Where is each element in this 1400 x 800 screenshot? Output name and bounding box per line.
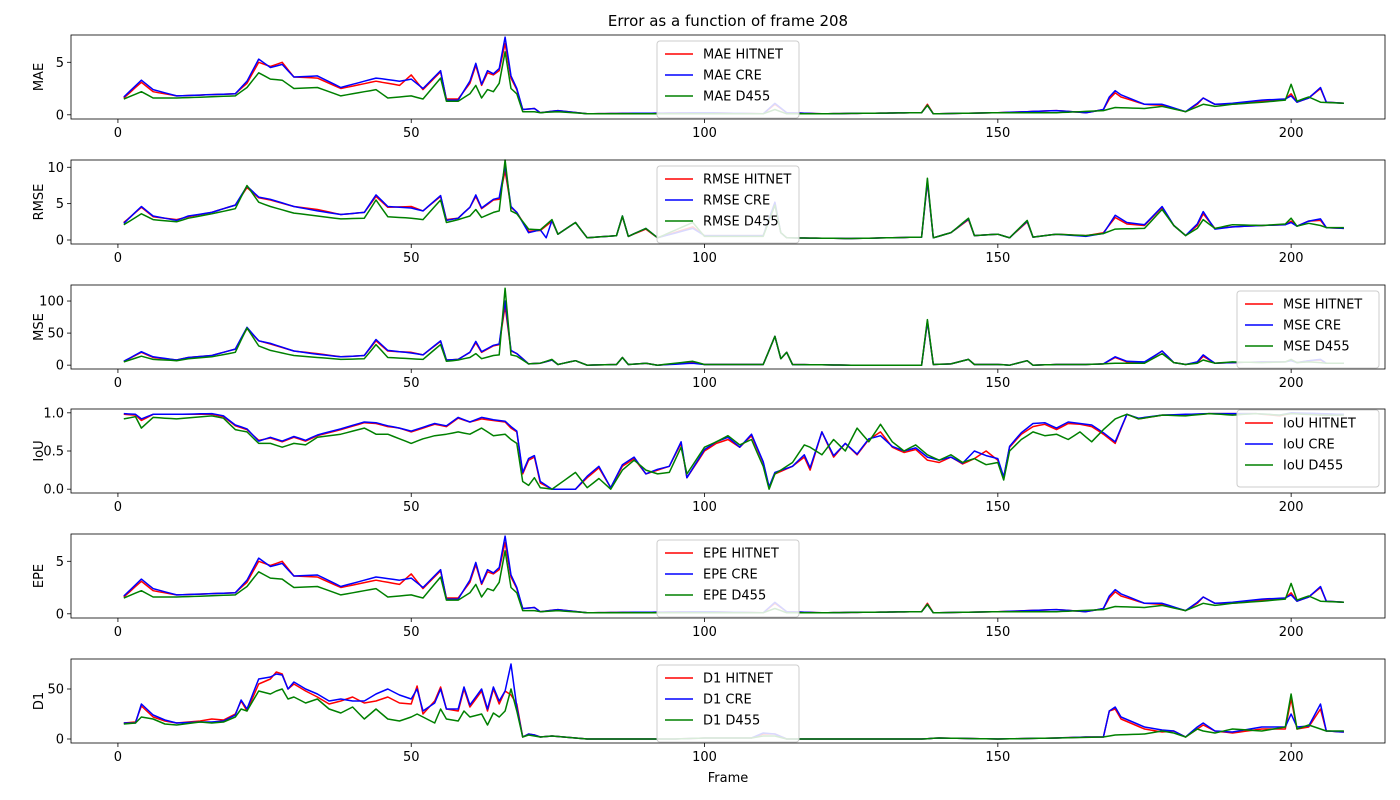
x-tick-label: 200 — [1279, 126, 1304, 141]
legend-label: MSE D455 — [1283, 340, 1350, 355]
y-axis-label: IoU — [32, 440, 47, 461]
legend-label: MSE HITNET — [1283, 298, 1362, 313]
legend-label: D1 CRE — [703, 693, 752, 708]
x-tick-label: 0 — [114, 625, 122, 640]
x-tick-label: 100 — [692, 500, 717, 515]
x-tick-label: 150 — [985, 750, 1010, 765]
axes-frame — [70, 533, 1386, 619]
y-tick-label: 1.0 — [43, 406, 64, 421]
x-axis-label: Frame — [708, 771, 749, 786]
axes-frame — [70, 284, 1386, 370]
y-axis-label: MSE — [32, 313, 47, 341]
legend-label: D1 D455 — [703, 714, 760, 729]
y-tick-label: 0 — [56, 733, 64, 748]
legend-box — [656, 539, 800, 618]
legend-label: EPE HITNET — [703, 547, 779, 562]
legend-box — [1236, 290, 1380, 369]
x-tick-label: 100 — [692, 251, 717, 266]
y-tick-label: 0 — [56, 234, 64, 249]
x-tick-label: 50 — [403, 376, 420, 391]
legend-box — [656, 664, 800, 743]
x-tick-label: 150 — [985, 625, 1010, 640]
y-tick-label: 50 — [47, 327, 64, 342]
legend-label: EPE D455 — [703, 589, 766, 604]
legend: D1 HITNET D1 CRE D1 D455 — [656, 664, 800, 743]
x-tick-label: 0 — [114, 750, 122, 765]
y-axis-label: D1 — [32, 692, 47, 710]
y-axis-label: MAE — [32, 63, 47, 91]
y-tick-label: 5 — [56, 56, 64, 71]
y-tick-label: 5 — [56, 197, 64, 212]
y-tick-label: 0.5 — [43, 445, 64, 460]
legend-label: MAE CRE — [703, 69, 762, 84]
y-tick-label: 0 — [56, 359, 64, 374]
subplot-mae: 0 50 100 150 200 0 5 MAE MAE HITNET MAE CRE MAE D4… — [32, 34, 1386, 141]
x-tick-label: 150 — [985, 251, 1010, 266]
legend-box — [656, 40, 800, 119]
x-tick-label: 100 — [692, 750, 717, 765]
x-tick-label: 200 — [1279, 376, 1304, 391]
axes-frame — [70, 34, 1386, 120]
legend-label: D1 HITNET — [703, 672, 773, 687]
legend-box — [1236, 409, 1380, 488]
y-tick-label: 100 — [39, 295, 64, 310]
x-tick-label: 0 — [114, 500, 122, 515]
x-tick-label: 100 — [692, 376, 717, 391]
legend: MSE HITNET MSE CRE MSE D455 — [1236, 290, 1380, 369]
legend-box — [656, 165, 800, 244]
subplot-iou: 0 50 100 150 200 0.0 0.5 1.0 IoU IoU HITNET IoU CR… — [32, 406, 1386, 515]
series-line-iou-d455 — [123, 412, 1344, 490]
y-tick-label: 0.0 — [43, 483, 64, 498]
legend: IoU HITNET IoU CRE IoU D455 — [1236, 409, 1380, 488]
x-tick-label: 200 — [1279, 625, 1304, 640]
x-tick-label: 50 — [403, 750, 420, 765]
legend-label: IoU CRE — [1283, 438, 1335, 453]
x-tick-label: 100 — [692, 625, 717, 640]
legend-label: MAE HITNET — [703, 48, 783, 63]
axes-frame — [70, 658, 1386, 744]
y-tick-label: 10 — [47, 161, 64, 176]
x-tick-label: 200 — [1279, 500, 1304, 515]
y-axis-label: RMSE — [32, 184, 47, 221]
legend-label: IoU D455 — [1283, 459, 1343, 474]
x-tick-label: 150 — [985, 500, 1010, 515]
legend-label: RMSE D455 — [703, 215, 779, 230]
y-tick-label: 50 — [47, 683, 64, 698]
x-tick-label: 0 — [114, 251, 122, 266]
series-line-mse-d455 — [123, 287, 1344, 366]
legend-label: IoU HITNET — [1283, 417, 1356, 432]
y-tick-label: 0 — [56, 607, 64, 622]
x-tick-label: 150 — [985, 376, 1010, 391]
subplot-epe: 0 50 100 150 200 0 5 EPE EPE HITNET EPE CRE EPE D4… — [32, 533, 1386, 640]
legend-label: RMSE HITNET — [703, 173, 791, 188]
x-tick-label: 50 — [403, 251, 420, 266]
x-tick-label: 200 — [1279, 750, 1304, 765]
legend: RMSE HITNET RMSE CRE RMSE D455 — [656, 165, 800, 244]
figure-title: Error as a function of frame 208 — [608, 12, 848, 30]
y-axis-label: EPE — [32, 564, 47, 588]
legend: EPE HITNET EPE CRE EPE D455 — [656, 539, 800, 618]
x-tick-label: 150 — [985, 126, 1010, 141]
x-tick-label: 0 — [114, 376, 122, 391]
axes-frame — [70, 159, 1386, 245]
x-tick-label: 50 — [403, 500, 420, 515]
y-tick-label: 0 — [56, 108, 64, 123]
legend: MAE HITNET MAE CRE MAE D455 — [656, 40, 800, 119]
x-tick-label: 200 — [1279, 251, 1304, 266]
x-tick-label: 0 — [114, 126, 122, 141]
legend-label: MSE CRE — [1283, 319, 1341, 334]
x-tick-label: 100 — [692, 126, 717, 141]
legend-label: EPE CRE — [703, 568, 758, 583]
x-tick-label: 50 — [403, 625, 420, 640]
legend-label: RMSE CRE — [703, 194, 770, 209]
x-tick-label: 50 — [403, 126, 420, 141]
y-tick-label: 5 — [56, 555, 64, 570]
legend-label: MAE D455 — [703, 90, 770, 105]
